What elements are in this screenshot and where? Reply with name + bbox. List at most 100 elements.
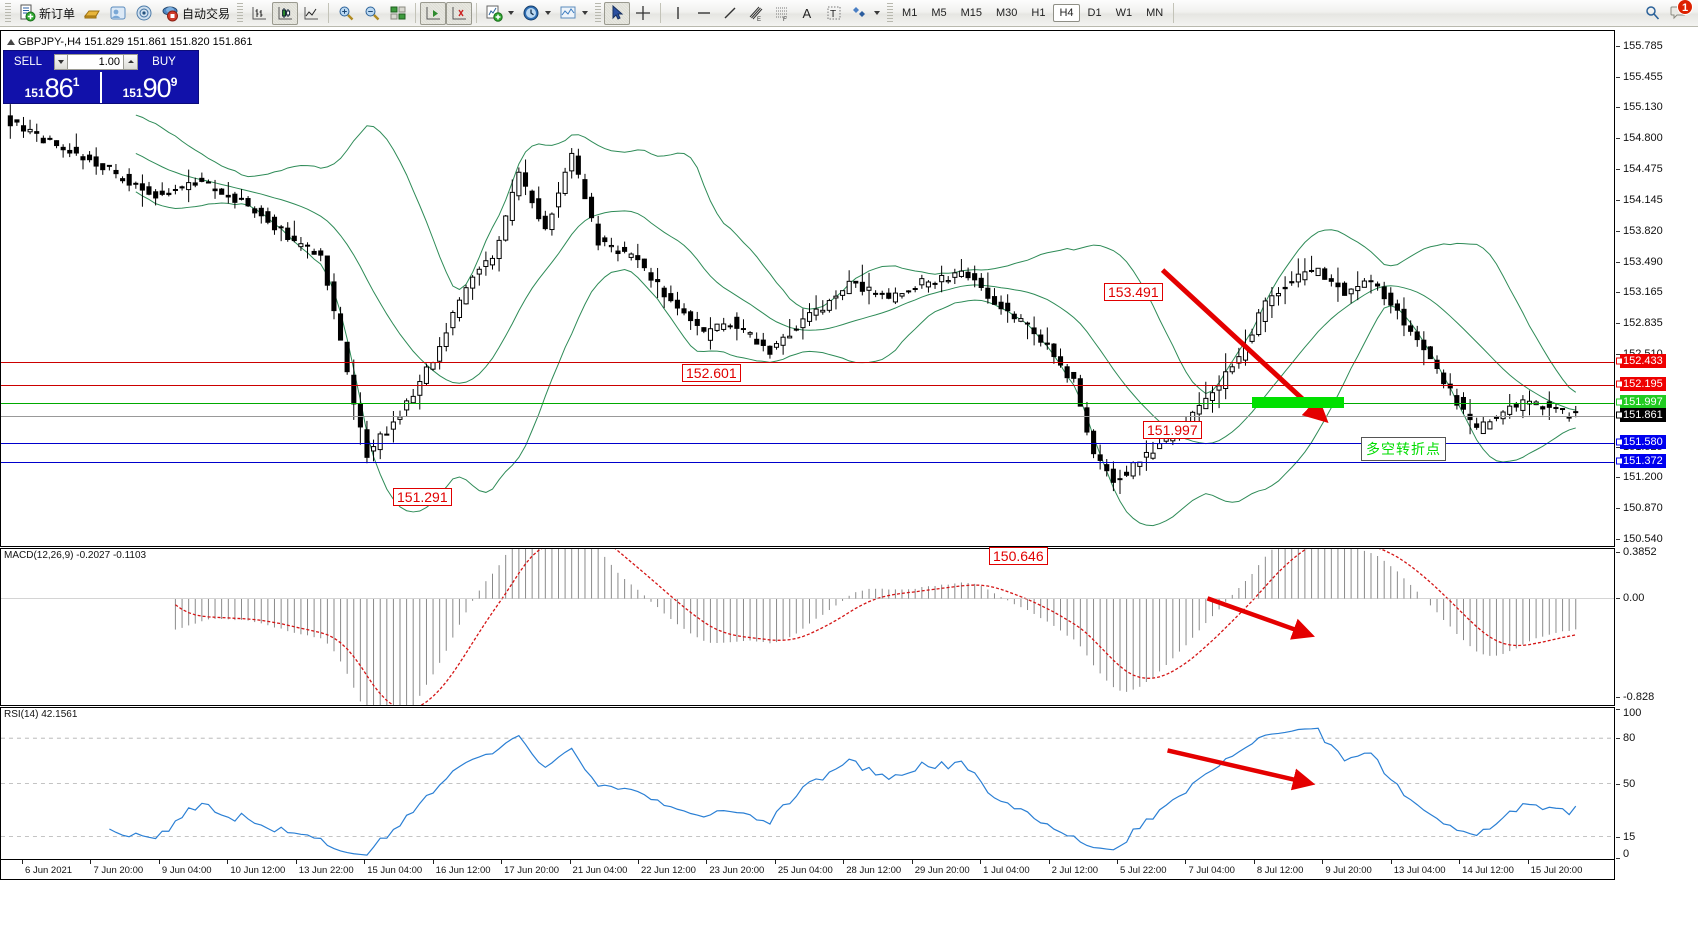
label-button[interactable]: T <box>821 2 847 25</box>
crosshair-button[interactable] <box>630 2 656 25</box>
time-axis-label: 7 Jun 20:00 <box>93 865 144 876</box>
zoom-out-button[interactable] <box>359 2 385 25</box>
price-tag-handle[interactable] <box>1616 411 1623 419</box>
buy-label[interactable]: BUY <box>152 55 176 68</box>
price-tag-151.861[interactable]: 151.861 <box>1616 408 1666 423</box>
search-icon[interactable] <box>1644 4 1662 22</box>
toolbar-grip[interactable] <box>5 3 11 23</box>
period-button[interactable] <box>518 2 555 25</box>
volume-stepper[interactable] <box>124 53 138 70</box>
auto-scroll-button[interactable] <box>446 1 473 25</box>
templates-button[interactable] <box>555 2 592 25</box>
price-scale-tick <box>1616 292 1620 294</box>
price-annotation-151.291[interactable]: 151.291 <box>393 488 452 506</box>
price-tag-handle[interactable] <box>1616 398 1623 406</box>
line-chart-button[interactable] <box>298 2 324 25</box>
price-tag-152.433[interactable]: 152.433 <box>1616 354 1666 369</box>
timeframe-h1[interactable]: H1 <box>1031 7 1046 19</box>
price-tag-handle[interactable] <box>1616 438 1623 446</box>
toolbar-grip-4[interactable] <box>887 3 894 23</box>
indicators-button[interactable] <box>481 2 518 25</box>
price-tag-handle[interactable] <box>1616 357 1623 365</box>
price-scale[interactable]: 155.785 155.455 155.130 154.800 154.475 154.1… <box>1616 30 1698 547</box>
shapes-caret-icon[interactable] <box>874 11 881 15</box>
gold-bar-button[interactable] <box>79 2 105 25</box>
price-tag-151.372[interactable]: 151.372 <box>1616 454 1666 469</box>
rsi-pane[interactable]: RSI(14) 42.1561 <box>0 707 1615 860</box>
sr-line-152.433[interactable] <box>1 362 1614 364</box>
price-tag-152.195[interactable]: 152.195 <box>1616 376 1666 391</box>
timeframe-m15[interactable]: M15 <box>960 7 982 19</box>
sr-line-151.58[interactable] <box>1 442 1614 444</box>
candlestick-chart-button[interactable] <box>272 1 299 25</box>
macd-scale[interactable]: 0.3852 0.00 -0.828 <box>1616 546 1698 706</box>
tile-windows-button[interactable] <box>385 2 411 25</box>
buy-price-button[interactable]: 151 90 9 <box>100 72 198 103</box>
svg-text:F: F <box>783 17 787 22</box>
price-tag-handle[interactable] <box>1616 380 1623 388</box>
turning-point-zone[interactable] <box>1252 397 1344 409</box>
text-button[interactable]: A <box>795 2 821 25</box>
toolbar-grip-2[interactable] <box>237 3 244 23</box>
timeframe-m5[interactable]: M5 <box>931 7 947 19</box>
zoom-in-button[interactable] <box>333 2 359 25</box>
price-tag-151.997[interactable]: 151.997 <box>1616 395 1666 410</box>
timeframe-m1[interactable]: M1 <box>902 7 918 19</box>
sr-line-151.997[interactable] <box>1 403 1614 405</box>
turning-point-note[interactable]: 多空转折点 <box>1361 437 1446 461</box>
time-axis-label: 10 Jun 12:00 <box>230 865 286 876</box>
time-axis-tick <box>1048 860 1050 864</box>
zoom-out-icon <box>363 4 381 22</box>
new-order-button[interactable]: 新订单 <box>14 2 79 25</box>
sr-line-152.195[interactable] <box>1 384 1614 386</box>
fibo-button[interactable]: F <box>769 2 795 25</box>
time-axis-tick <box>364 860 366 864</box>
chart-workspace[interactable]: GBPJPY-,H4 151.829 151.861 151.820 151.8… <box>0 27 1698 941</box>
sell-label[interactable]: SELL <box>13 55 43 68</box>
volume-input[interactable] <box>68 53 124 70</box>
volume-dropdown-button[interactable] <box>54 53 68 70</box>
period-caret-icon[interactable] <box>545 11 552 15</box>
timeframe-mn[interactable]: MN <box>1146 7 1164 19</box>
indicators-caret-icon[interactable] <box>508 11 515 15</box>
price-annotation-151.997[interactable]: 151.997 <box>1143 421 1202 439</box>
cursor-button[interactable] <box>604 1 631 25</box>
timeframe-m30[interactable]: M30 <box>996 7 1018 19</box>
signals-button[interactable] <box>131 2 157 25</box>
price-annotation-152.601[interactable]: 152.601 <box>682 364 741 382</box>
shapes-button[interactable] <box>847 2 884 25</box>
price-pane[interactable]: GBPJPY-,H4 151.829 151.861 151.820 151.8… <box>0 30 1615 565</box>
rsi-scale[interactable]: 100 80 50 15 0 <box>1616 707 1698 860</box>
volume-control[interactable] <box>54 53 138 70</box>
timeframe-d1[interactable]: D1 <box>1087 7 1102 19</box>
sr-line-151.861[interactable] <box>1 416 1614 418</box>
equidistant-channel-button[interactable]: E <box>743 2 769 25</box>
buy-price-fraction: 9 <box>170 75 178 89</box>
notification-icon[interactable]: 1 <box>1670 0 1693 22</box>
hline-button[interactable] <box>691 2 717 25</box>
macd-pane[interactable]: MACD(12,26,9) -0.2027 -0.1103 <box>0 548 1615 706</box>
profile-button[interactable] <box>105 2 131 25</box>
toolbar-grip-3[interactable] <box>595 3 602 23</box>
timeframe-w1[interactable]: W1 <box>1115 7 1133 19</box>
templates-caret-icon[interactable] <box>582 11 589 15</box>
macd-scale-label: -0.828 <box>1623 691 1655 704</box>
price-annotation-150.646[interactable]: 150.646 <box>989 547 1048 565</box>
trendline-button[interactable] <box>717 2 743 25</box>
time-axis-label: 5 Jul 22:00 <box>1120 865 1167 876</box>
one-click-trading-panel[interactable]: SELL BUY 151 86 1 151 <box>3 50 199 104</box>
shift-end-button[interactable] <box>420 1 447 25</box>
bar-chart-button[interactable] <box>246 2 272 25</box>
vline-button[interactable] <box>665 2 691 25</box>
time-axis-tick <box>1322 860 1324 864</box>
sell-price-button[interactable]: 151 86 1 <box>4 72 100 103</box>
price-tag-handle[interactable] <box>1616 457 1623 465</box>
price-tag-151.580[interactable]: 151.580 <box>1616 434 1666 449</box>
time-axis-label: 9 Jul 20:00 <box>1325 865 1372 876</box>
price-scale-label: 153.820 <box>1623 224 1663 237</box>
autotrading-button[interactable]: 自动交易 <box>157 2 234 25</box>
time-axis[interactable]: 6 Jun 2021 7 Jun 20:00 9 Jun 04:00 10 Jun 1… <box>0 860 1615 880</box>
sr-line-151.372[interactable] <box>1 462 1614 464</box>
timeframe-h4[interactable]: H4 <box>1053 4 1080 22</box>
price-annotation-153.491[interactable]: 153.491 <box>1104 283 1163 301</box>
